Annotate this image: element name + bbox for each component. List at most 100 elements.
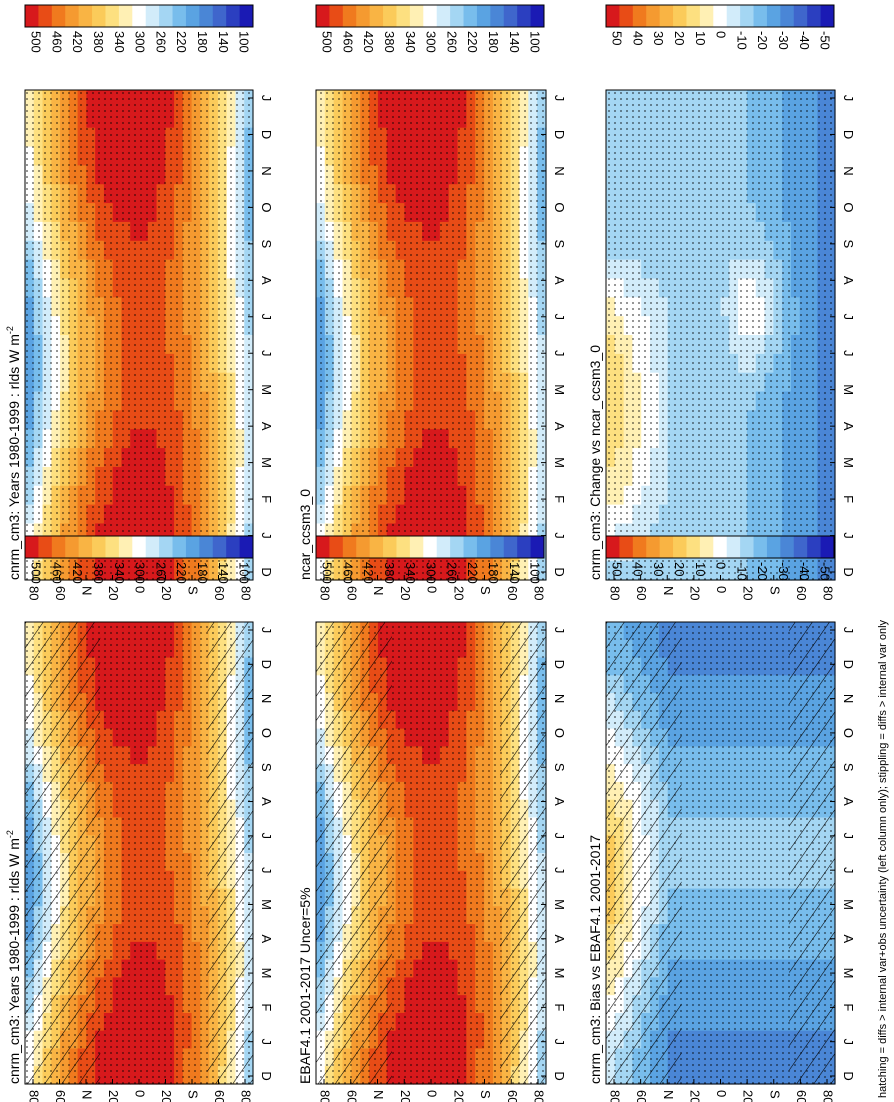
tick-marks bbox=[613, 97, 835, 580]
colorbar-swatch bbox=[226, 536, 241, 558]
month-tick-label: F bbox=[841, 495, 856, 503]
colorbar-swatch bbox=[753, 536, 768, 558]
colorbar-swatch bbox=[92, 5, 106, 27]
colorbar-swatch bbox=[65, 536, 80, 558]
lat-tick-label: 20 bbox=[159, 1090, 174, 1102]
colorbar-swatch bbox=[766, 5, 781, 27]
colorbar-swatch bbox=[476, 536, 491, 558]
lat-tick-label: 60 bbox=[212, 586, 227, 600]
month-tick-label: F bbox=[259, 495, 274, 503]
colorbar-swatch bbox=[476, 5, 491, 27]
colorbar-swatch bbox=[25, 536, 39, 558]
month-tick-label: D bbox=[259, 660, 274, 669]
lat-tick-label: 20 bbox=[451, 1090, 466, 1102]
lat-tick-label: 80 bbox=[318, 1090, 333, 1102]
colorbar-label: -40 bbox=[797, 31, 812, 50]
colorbar-label: 500 bbox=[29, 31, 44, 53]
colorbar-swatch bbox=[369, 536, 384, 558]
colorbar-swatch bbox=[699, 536, 714, 558]
month-tick-label: M bbox=[552, 457, 567, 468]
month-tick-label: S bbox=[841, 763, 856, 772]
colorbar-label: -10 bbox=[734, 562, 749, 581]
lat-tick-label: 60 bbox=[53, 1090, 68, 1102]
panel-model-bias: 80 60 N 20 0 20 S 60 80 D J F M A M J J … bbox=[587, 535, 856, 1102]
lat-axis: 80 60 N 20 0 20 S 60 80 bbox=[318, 586, 547, 600]
lat-tick-label: 20 bbox=[398, 1090, 413, 1102]
colorbar-swatch bbox=[316, 536, 330, 558]
month-tick-label: M bbox=[259, 457, 274, 468]
month-tick-label: O bbox=[841, 728, 856, 738]
hatch-overlay bbox=[606, 622, 682, 1084]
colorbar-swatch bbox=[342, 536, 357, 558]
month-tick-label: D bbox=[259, 130, 274, 139]
colorbar-swatch bbox=[807, 536, 822, 558]
colorbar-swatch bbox=[503, 5, 518, 27]
month-tick-label: N bbox=[841, 694, 856, 703]
colorbar-swatch bbox=[673, 5, 687, 27]
month-tick-label: S bbox=[841, 239, 856, 248]
tick-marks bbox=[323, 629, 546, 1084]
hatch-overlay bbox=[25, 622, 101, 1084]
month-tick-label: J bbox=[841, 350, 856, 357]
month-tick-label: N bbox=[552, 694, 567, 703]
colorbar-swatch bbox=[490, 536, 505, 558]
colorbar-label: 380 bbox=[91, 31, 106, 53]
panel-title: cnrm_cm3: Years 1980-1999 : rlds W m-2 bbox=[5, 830, 22, 1084]
panel-title-text: cnrm_cm3: Bias vs EBAF4.1 2001-2017 bbox=[587, 835, 603, 1084]
colorbar-label: 500 bbox=[320, 562, 335, 584]
panel-title-text: cnrm_cm3: Years 1980-1999 : rlds W m bbox=[6, 838, 22, 1084]
colorbar-swatch bbox=[212, 536, 227, 558]
colorbar-swatch bbox=[740, 536, 755, 558]
colorbar-swatch bbox=[383, 5, 397, 27]
colorbar-label: 10 bbox=[693, 562, 708, 576]
colorbar-swatch bbox=[132, 536, 147, 558]
colorbar-swatch bbox=[132, 5, 147, 27]
colorbar-swatch bbox=[517, 536, 532, 558]
colorbar-label: 500 bbox=[320, 31, 335, 53]
colorbar-label: 180 bbox=[195, 562, 210, 584]
month-tick-label: A bbox=[259, 422, 274, 431]
panel-title-superscript: -2 bbox=[5, 830, 15, 838]
month-tick-label: A bbox=[259, 276, 274, 285]
month-tick-label: F bbox=[552, 495, 567, 503]
month-tick-label: J bbox=[259, 532, 274, 539]
month-tick-label: J bbox=[841, 95, 856, 102]
colorbar-swatch bbox=[159, 5, 174, 27]
colorbar-cells bbox=[25, 536, 254, 558]
lat-tick-label: 80 bbox=[239, 1090, 254, 1102]
colorbar-swatch bbox=[632, 5, 647, 27]
month-tick-label: J bbox=[552, 314, 567, 321]
lat-tick-label: 0 bbox=[425, 586, 440, 593]
month-tick-label: N bbox=[841, 166, 856, 175]
month-tick-label: M bbox=[552, 968, 567, 979]
month-tick-label: N bbox=[259, 166, 274, 175]
month-tick-label: A bbox=[841, 276, 856, 285]
month-tick-label: J bbox=[552, 350, 567, 357]
lat-tick-label: 80 bbox=[532, 1090, 547, 1102]
significance-overlay bbox=[606, 90, 835, 580]
colorbar-swatch bbox=[38, 5, 53, 27]
colorbar-label: 460 bbox=[49, 562, 64, 584]
colorbar-frame bbox=[605, 535, 835, 559]
colorbar-label: 380 bbox=[91, 562, 106, 584]
month-tick-label: A bbox=[841, 422, 856, 431]
lat-tick-label: N bbox=[661, 1090, 676, 1099]
colorbar-frame bbox=[315, 4, 545, 28]
month-tick-label: J bbox=[259, 867, 274, 874]
month-tick-label: J bbox=[841, 867, 856, 874]
colorbar: 500 460 420 380 340 300 260 220 180 140 … bbox=[315, 535, 545, 584]
lat-tick-label: N bbox=[80, 1090, 95, 1099]
month-tick-label: S bbox=[259, 239, 274, 248]
colorbar-label: 380 bbox=[382, 562, 397, 584]
lat-tick-label: S bbox=[478, 586, 493, 595]
colorbar: 50 40 30 20 10 0 -10 -20 -30 -40 -50 bbox=[605, 535, 835, 581]
panel-title-superscript: -2 bbox=[5, 326, 15, 334]
lat-tick-label: 60 bbox=[505, 586, 520, 600]
colorbar-swatch bbox=[199, 536, 214, 558]
lat-axis: 80 60 N 20 0 20 S 60 80 bbox=[318, 1090, 547, 1102]
tick-marks bbox=[32, 97, 253, 580]
month-tick-label: N bbox=[552, 166, 567, 175]
lat-tick-label: N bbox=[371, 586, 386, 595]
colorbar-swatch bbox=[807, 5, 822, 27]
colorbar-swatch bbox=[239, 5, 254, 27]
